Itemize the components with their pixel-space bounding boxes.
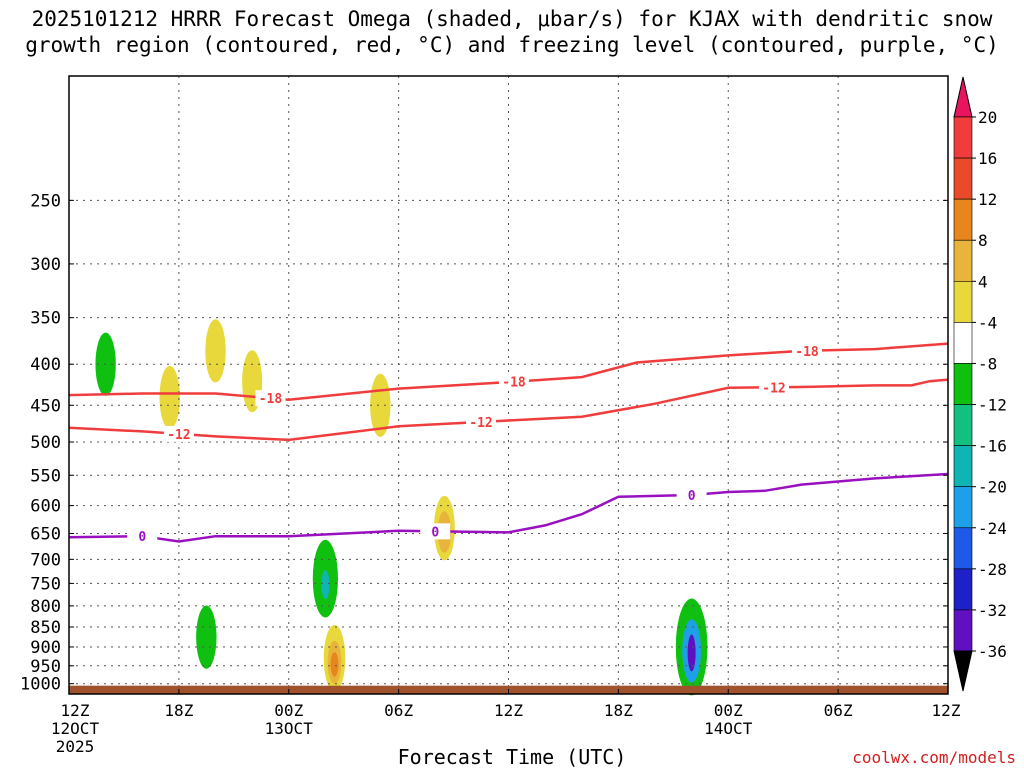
contour-zero-line	[68, 472, 949, 543]
y-tick-label: 600	[30, 497, 61, 517]
y-tick-label: 400	[30, 355, 61, 375]
x-tick-label: 12Z	[494, 701, 523, 720]
y-tick-label: 1000	[20, 675, 61, 695]
colorbar-label: 4	[978, 272, 988, 291]
contour-minus18-label-bg	[791, 342, 822, 359]
colorbar-band	[953, 609, 973, 652]
contour-minus12-label-bg	[163, 425, 194, 442]
contour-zero-label-bg	[420, 523, 451, 540]
y-tick-label: 850	[30, 618, 61, 638]
y-tick-label: 950	[30, 657, 61, 677]
y-tick-label: 300	[30, 255, 61, 275]
y-tick-label: 750	[30, 574, 61, 594]
colorbar-label: 8	[978, 231, 988, 250]
x-tick-label: 12Z	[932, 701, 961, 720]
contour-minus18-label: -18	[259, 392, 283, 407]
contour-minus12-label: -12	[469, 416, 492, 431]
x-tick-label: 18Z	[164, 701, 193, 720]
x-tick-label: 06Z	[824, 701, 853, 720]
colorbar-band	[953, 527, 973, 570]
contour-zero-label-bg	[127, 528, 158, 545]
x-axis-label: Forecast Time (UTC)	[397, 745, 627, 769]
contour-minus18-label-bg	[498, 373, 529, 390]
colorbar-band	[953, 281, 973, 323]
y-tick-label: 500	[30, 433, 61, 453]
contour-minus12-line	[68, 378, 949, 442]
omega-blob	[159, 365, 180, 430]
colorbar-label: -4	[978, 313, 997, 332]
x-tick-label: 06Z	[384, 701, 413, 720]
colorbar-label: -20	[978, 478, 1007, 497]
contour-minus18-label-bg	[255, 390, 286, 407]
contours: -18 -18 -18 -12 -12 -12 0 0 0	[68, 342, 949, 545]
colorbar-label: -12	[978, 396, 1007, 415]
y-tick-label: 550	[30, 466, 61, 486]
colorbar-label: 12	[978, 190, 997, 209]
contour-zero-label: 0	[688, 489, 696, 504]
colorbar-label: 20	[978, 108, 997, 127]
colorbar-band	[953, 157, 973, 200]
colorbar-band	[953, 445, 973, 487]
contour-minus18-label: -18	[502, 376, 526, 391]
y-axis: 2503003504004505005506006507007508008509…	[20, 191, 948, 695]
contour-zero-label: 0	[138, 530, 146, 545]
x-tick-label: 12Z	[61, 701, 90, 720]
omega-blob	[205, 319, 226, 383]
colorbar-band	[953, 198, 973, 241]
colorbar-bottom-arrow	[953, 650, 973, 692]
contour-zero-label: 0	[431, 525, 439, 540]
colorbar-label: -32	[978, 601, 1007, 620]
contour-minus12-label-bg	[759, 379, 790, 396]
omega-blob-peak	[321, 570, 330, 600]
omega-shading	[95, 319, 708, 696]
colorbar-label: -28	[978, 560, 1007, 579]
y-tick-label: 350	[30, 309, 61, 329]
colorbar-band	[953, 322, 973, 364]
x-tick-date: 14OCT	[704, 719, 753, 738]
y-tick-label: 800	[30, 597, 61, 617]
contour-minus12-label: -12	[762, 381, 785, 396]
colorbar-label: -16	[978, 437, 1007, 456]
colorbar-band	[953, 404, 973, 446]
omega-blob-peak	[687, 634, 696, 672]
colorbar-band	[953, 486, 973, 529]
contour-zero-label-bg	[676, 486, 707, 503]
y-tick-label: 650	[30, 524, 61, 544]
colorbar-band	[953, 363, 973, 405]
y-tick-label: 450	[30, 396, 61, 416]
colorbar-label: -24	[978, 519, 1007, 538]
x-tick-label: 00Z	[714, 701, 743, 720]
omega-blob-peak	[330, 652, 339, 677]
colorbar-band	[953, 239, 973, 282]
chart-title: 2025101212 HRRR Forecast Omega (shaded, …	[25, 7, 999, 57]
omega-blob	[196, 605, 217, 669]
colorbar-band	[953, 116, 973, 159]
contour-minus18-label: -18	[795, 345, 819, 360]
colorbar-top-arrow	[953, 76, 973, 118]
y-tick-label: 250	[30, 191, 61, 211]
x-tick-date: 12OCT	[51, 719, 100, 738]
colorbar-label: -8	[978, 354, 997, 373]
x-tick-label: 18Z	[604, 701, 633, 720]
colorbar: 20 16 12 8 4 -4 -8 -12 -16 -20 -24 -28 -32 -36	[953, 76, 1007, 692]
colorbar-label: -36	[978, 642, 1007, 661]
y-tick-label: 700	[30, 550, 61, 570]
colorbar-band	[953, 568, 973, 611]
x-tick-date: 13OCT	[265, 719, 314, 738]
site-credit[interactable]: coolwx.com/models	[852, 748, 1016, 767]
contour-minus12-label: -12	[167, 428, 190, 443]
y-tick-label: 900	[30, 638, 61, 658]
colorbar-label: 16	[978, 149, 997, 168]
x-tick-year: 2025	[56, 737, 95, 756]
contour-minus12-label-bg	[466, 413, 497, 430]
x-tick-label: 00Z	[274, 701, 303, 720]
